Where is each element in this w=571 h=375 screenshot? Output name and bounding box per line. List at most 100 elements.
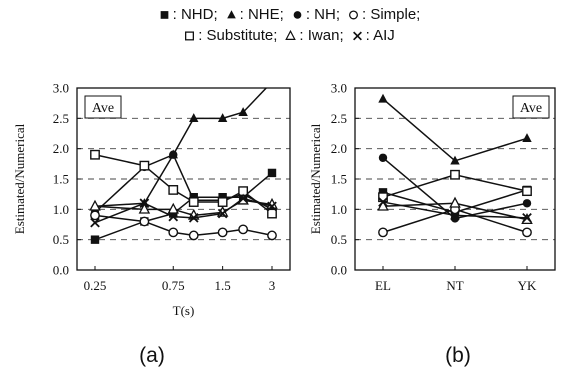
data-point-substitute bbox=[522, 186, 532, 197]
y-tick-label: 1.0 bbox=[53, 202, 69, 217]
y-tick-label: 0.5 bbox=[331, 232, 347, 247]
y-tick-label: 2.0 bbox=[53, 141, 69, 156]
legend-marker bbox=[185, 31, 195, 41]
data-point-aij bbox=[217, 208, 228, 219]
data-point-iwan bbox=[449, 196, 461, 208]
y-axis-label: Estimated/Numerical bbox=[308, 123, 323, 234]
legend-marker bbox=[285, 30, 297, 40]
legend-label: : AIJ bbox=[365, 27, 395, 44]
legend-marker bbox=[352, 31, 362, 41]
data-point-aij bbox=[522, 212, 532, 223]
legend-label: : Substitute; bbox=[198, 27, 278, 44]
legend-open-circle-symbol bbox=[348, 9, 359, 20]
series-group bbox=[377, 93, 533, 238]
legend-marker bbox=[226, 10, 236, 19]
data-point-substitute bbox=[168, 185, 179, 195]
y-tick-label: 1.5 bbox=[331, 172, 347, 187]
legend-label: : NH; bbox=[305, 6, 340, 23]
x-tick-label: 0.25 bbox=[84, 278, 107, 293]
legend-filled-circle-symbol bbox=[292, 9, 303, 20]
legend-cross-symbol bbox=[352, 30, 363, 41]
legend: : NHD; : NHE; : NH; : Simple; : Substitute;:… bbox=[0, 4, 571, 46]
legend-filled-triangle-symbol bbox=[226, 9, 237, 20]
data-point-substitute bbox=[267, 208, 277, 219]
y-tick-label: 0.0 bbox=[53, 263, 69, 278]
legend-line: : NHD; : NHE; : NH; : Simple; bbox=[0, 4, 571, 25]
legend-label: : NHD; bbox=[172, 6, 218, 23]
data-point-iwan bbox=[89, 199, 101, 211]
data-point-aij bbox=[139, 198, 150, 209]
legend-marker bbox=[293, 11, 302, 19]
legend-label: : Iwan; bbox=[299, 27, 344, 44]
data-point-simple bbox=[139, 216, 150, 227]
data-point-nhe bbox=[378, 93, 388, 103]
panel-b: 0.0 0.5 1.0 1.5 2.0 2.5 3.0 Estimated/Numerical… bbox=[308, 81, 556, 367]
data-point-aij bbox=[238, 193, 248, 204]
legend-label: : NHE; bbox=[239, 6, 284, 23]
y-tick-label: 1.0 bbox=[331, 202, 347, 217]
plot-frame bbox=[76, 87, 291, 271]
x-tick-label: 1.5 bbox=[215, 278, 231, 293]
data-point-aij bbox=[90, 217, 100, 228]
data-point-aij bbox=[168, 211, 179, 222]
data-point-substitute bbox=[188, 197, 199, 207]
y-tick-label: 2.0 bbox=[331, 141, 347, 156]
data-point-nh bbox=[378, 153, 388, 162]
data-point-simple bbox=[267, 230, 277, 241]
data-point-aij bbox=[188, 212, 199, 223]
y-tick-label: 3.0 bbox=[331, 81, 347, 96]
data-point-simple bbox=[522, 227, 532, 238]
y-tick-label: 1.5 bbox=[53, 172, 69, 187]
data-point-simple bbox=[168, 227, 179, 238]
data-point-substitute bbox=[217, 197, 228, 207]
data-point-simple bbox=[217, 227, 228, 238]
y-tick-label: 0.0 bbox=[331, 263, 347, 278]
legend-open-triangle-symbol bbox=[285, 30, 297, 41]
ave-annotation: Ave bbox=[84, 95, 122, 119]
panel-label: (b) bbox=[445, 344, 471, 367]
ave-annotation: Ave bbox=[512, 95, 550, 119]
panel-label: (a) bbox=[139, 344, 165, 367]
legend-label: : Simple; bbox=[362, 6, 421, 23]
x-axis-label: T(s) bbox=[173, 303, 195, 318]
data-point-aij bbox=[378, 197, 388, 207]
data-point-substitute bbox=[139, 160, 150, 171]
y-axis-label: Estimated/Numerical bbox=[12, 123, 27, 234]
x-category-label: EL bbox=[375, 278, 391, 293]
ave-label: Ave bbox=[92, 101, 114, 116]
legend-line: : Substitute; : Iwan; : AIJ bbox=[0, 25, 571, 46]
y-tick-label: 0.5 bbox=[53, 232, 69, 247]
x-tick-label: 0.75 bbox=[162, 278, 185, 293]
data-point-substitute bbox=[90, 149, 100, 160]
data-point-nhd bbox=[90, 235, 100, 244]
data-point-simple bbox=[238, 224, 249, 235]
data-point-substitute bbox=[450, 169, 460, 180]
y-tick-label: 2.5 bbox=[331, 111, 347, 126]
data-point-nhd bbox=[267, 168, 277, 178]
data-point-nhe bbox=[217, 113, 228, 123]
data-point-nh bbox=[169, 150, 178, 159]
x-category-label: YK bbox=[518, 278, 537, 293]
y-tick-label: 2.5 bbox=[53, 111, 69, 126]
legend-filled-square-symbol bbox=[159, 9, 170, 20]
ave-label: Ave bbox=[520, 101, 542, 116]
series-group bbox=[89, 88, 278, 244]
data-point-simple bbox=[188, 230, 199, 241]
data-point-aij bbox=[267, 201, 277, 212]
legend-marker bbox=[160, 11, 168, 19]
data-point-simple bbox=[90, 210, 100, 221]
data-point-nhe bbox=[238, 107, 248, 116]
series-line-nhe bbox=[382, 98, 528, 162]
data-point-nhe bbox=[189, 113, 199, 123]
y-tick-label: 3.0 bbox=[53, 81, 69, 96]
data-point-nh bbox=[522, 199, 532, 208]
legend-open-square-symbol bbox=[184, 30, 195, 41]
data-point-nhe bbox=[450, 155, 460, 165]
data-point-iwan bbox=[138, 202, 151, 214]
x-tick-label: 3 bbox=[269, 278, 276, 293]
data-point-simple bbox=[378, 227, 388, 238]
data-point-iwan bbox=[167, 202, 180, 214]
data-point-aij bbox=[450, 210, 460, 221]
data-point-nhe bbox=[522, 133, 532, 143]
